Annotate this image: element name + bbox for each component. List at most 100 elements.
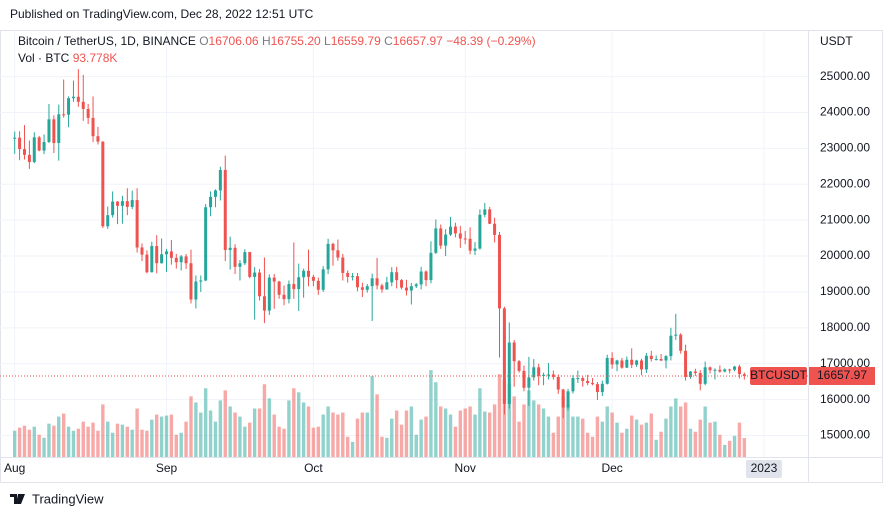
candle-body <box>561 389 565 408</box>
candle-body <box>32 137 36 163</box>
volume-bar <box>243 426 247 457</box>
candle-body <box>546 374 550 376</box>
candle-body <box>106 215 110 227</box>
volume-bar <box>228 406 232 457</box>
volume-bar <box>723 444 727 457</box>
volume-bar <box>262 384 267 457</box>
candle-body <box>468 238 472 251</box>
candle-body <box>253 272 257 277</box>
candle-body <box>13 137 17 139</box>
candle-body <box>571 378 575 392</box>
last-price-tag-bg <box>809 366 875 385</box>
volume-bar <box>546 416 551 457</box>
last-price-tag: 16657.97 <box>817 368 867 382</box>
volume-bar <box>497 374 502 457</box>
candle-body <box>375 278 379 286</box>
candle-body <box>302 270 306 278</box>
volume-bar <box>674 398 678 457</box>
volume-bar <box>292 388 296 457</box>
volume-bar <box>742 438 747 457</box>
volume-bar <box>155 414 159 457</box>
quote-value: 16706.06 <box>209 34 259 48</box>
volume-bar <box>248 422 252 457</box>
volume-bar <box>272 414 276 457</box>
volume-bar <box>390 418 394 457</box>
candle-body <box>91 117 95 137</box>
quote-label: O <box>199 34 208 48</box>
volume-bar <box>321 414 325 457</box>
candle-body <box>679 334 683 351</box>
candle-body <box>86 108 90 118</box>
volume-bar <box>22 425 27 457</box>
candle-body <box>742 374 746 376</box>
volume-bar <box>409 406 414 457</box>
volume-bar <box>727 440 732 457</box>
x-tick-label: 2023 <box>751 461 778 475</box>
volume-bar <box>605 406 609 457</box>
candle-body <box>693 371 697 374</box>
candle-body <box>390 272 394 283</box>
volume-bar <box>331 412 335 457</box>
volume-bar <box>91 422 95 457</box>
volume-bar <box>532 400 536 457</box>
y-tick-label: 23000.00 <box>820 141 870 155</box>
candle-body <box>497 234 501 309</box>
candle-body <box>351 276 355 278</box>
volume-bar <box>301 402 306 457</box>
candle-body <box>414 284 418 287</box>
candle-body <box>630 359 634 365</box>
x-tick-highlight <box>745 460 782 478</box>
volume-bar <box>238 416 242 457</box>
candle-body <box>708 367 712 371</box>
candle-layer <box>13 69 746 419</box>
candle-body <box>429 252 433 281</box>
candle-body <box>507 342 511 404</box>
volume-bar <box>399 424 404 457</box>
volume-bar <box>732 435 737 457</box>
volume-bar <box>448 414 453 457</box>
volume-bar <box>644 422 649 457</box>
volume-bar <box>233 412 237 457</box>
volume-bar <box>478 388 482 457</box>
candle-body <box>615 360 619 365</box>
volume-bar <box>463 408 467 457</box>
y-tick-label: 24000.00 <box>820 105 870 119</box>
y-tick-label: 21000.00 <box>820 212 870 226</box>
candle-body <box>532 367 536 378</box>
x-tick-label: Oct <box>304 461 323 475</box>
volume-bar <box>581 418 585 457</box>
quote-line: Bitcoin / TetherUS, 1D, BINANCE O16706.0… <box>18 34 536 48</box>
candle-body <box>566 391 570 408</box>
candle-body <box>101 141 105 227</box>
volume-bar <box>620 432 624 457</box>
candle-body <box>22 149 26 155</box>
volume-bar <box>429 370 433 457</box>
quote-label: L <box>324 34 331 48</box>
y-tick-label: 20000.00 <box>820 248 870 262</box>
candle-body <box>213 190 217 197</box>
candle-body <box>512 342 516 362</box>
candle-body <box>228 247 232 250</box>
candle-body <box>81 101 85 109</box>
candle-body <box>644 355 648 370</box>
volume-bar <box>693 431 698 457</box>
volume-bar <box>443 408 448 457</box>
x-tick-label: Sep <box>156 461 178 475</box>
candle-body <box>155 246 159 264</box>
candle-body <box>233 247 237 267</box>
volume-bar <box>252 408 257 457</box>
candle-body <box>209 196 213 208</box>
volume-bar <box>683 402 688 457</box>
candle-body <box>551 374 555 377</box>
candle-body <box>341 257 345 273</box>
volume-bar <box>737 422 742 457</box>
brand-name: TradingView <box>32 491 104 506</box>
candle-body <box>674 334 678 336</box>
candle-body <box>395 272 399 281</box>
candle-body <box>204 207 208 281</box>
volume-bar <box>316 426 321 457</box>
quote-value: 16559.79 <box>331 34 381 48</box>
candle-body <box>718 369 722 372</box>
volume-bar <box>257 408 262 457</box>
candle-body <box>292 284 296 290</box>
